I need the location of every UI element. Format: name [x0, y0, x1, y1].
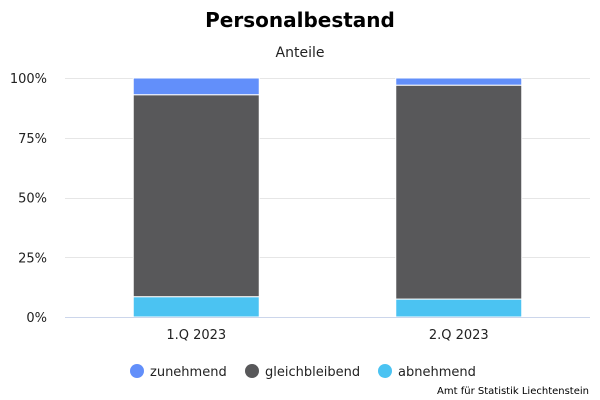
legend: zunehmend gleichbleibend abnehmend [130, 364, 476, 380]
y-tick-label: 50% [18, 192, 47, 207]
bar-abnehmend [395, 298, 523, 318]
bar-abnehmend [132, 296, 260, 318]
chart-title: Personalbestand [205, 8, 395, 32]
chart-credit: Amt für Statistik Liechtenstein [437, 386, 589, 397]
legend-label: gleichbleibend [265, 365, 360, 380]
legend-label: zunehmend [150, 365, 227, 380]
legend-marker [245, 364, 259, 378]
y-axis-ticks: 0% 25% 50% 75% 100% [10, 72, 47, 326]
y-tick-label: 75% [18, 132, 47, 147]
bar-gleichbleibend [132, 94, 260, 298]
chart-subtitle: Anteile [276, 45, 325, 61]
x-axis-ticks: 1.Q 2023 2.Q 2023 [166, 328, 488, 343]
legend-label: abnehmend [398, 365, 476, 380]
x-tick-label: 1.Q 2023 [166, 328, 226, 343]
bars [132, 77, 523, 318]
bar-gleichbleibend [395, 84, 523, 300]
legend-marker [130, 364, 144, 378]
y-tick-label: 0% [26, 311, 47, 326]
bar-zunehmend [132, 77, 260, 96]
y-tick-label: 100% [10, 72, 47, 87]
legend-marker [378, 364, 392, 378]
x-tick-label: 2.Q 2023 [429, 328, 489, 343]
bar-zunehmend [395, 77, 523, 86]
y-tick-label: 25% [18, 251, 47, 266]
